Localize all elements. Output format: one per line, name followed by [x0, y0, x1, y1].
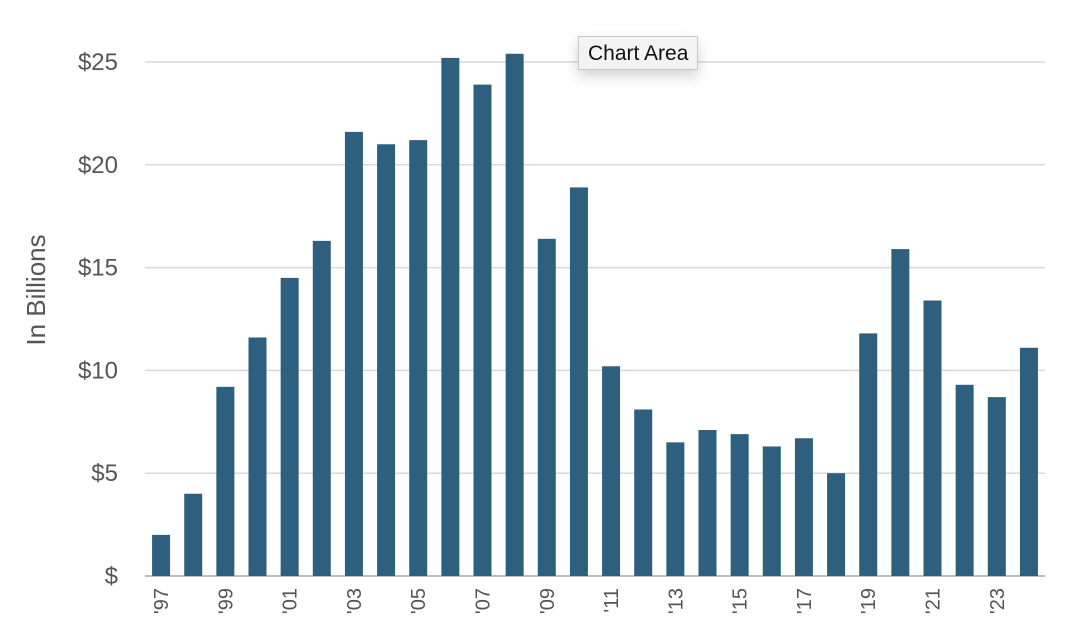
bar[interactable]	[698, 430, 717, 576]
bar[interactable]	[634, 409, 653, 576]
bar[interactable]	[248, 337, 267, 576]
bars	[152, 53, 1038, 577]
bar[interactable]	[859, 333, 878, 576]
bar[interactable]	[987, 397, 1006, 576]
x-tick-label: '99	[215, 588, 237, 614]
x-tick-label: '13	[665, 588, 687, 614]
y-tick-label: $	[105, 563, 118, 590]
y-tick-label: $5	[91, 460, 118, 487]
x-tick-label: '07	[473, 588, 495, 614]
bar[interactable]	[602, 366, 621, 576]
x-tick-label: '19	[858, 588, 880, 614]
bar[interactable]	[441, 57, 460, 576]
y-axis-ticks: $ $5 $10 $15 $20 $25	[78, 49, 118, 590]
x-tick-label: '17	[794, 588, 816, 614]
bar[interactable]	[569, 187, 588, 576]
bar[interactable]	[152, 534, 171, 576]
bar[interactable]	[344, 131, 363, 577]
y-tick-label: $10	[78, 357, 118, 384]
bar[interactable]	[762, 446, 781, 576]
y-tick-label: $20	[78, 152, 118, 179]
x-tick-label: '03	[344, 588, 366, 614]
bar[interactable]	[1019, 347, 1038, 576]
y-tick-label: $15	[78, 255, 118, 282]
bar[interactable]	[827, 473, 846, 576]
bar[interactable]	[505, 53, 524, 576]
bar[interactable]	[891, 249, 910, 576]
bar[interactable]	[280, 277, 299, 576]
bar[interactable]	[409, 140, 428, 577]
x-tick-label: '15	[730, 588, 752, 614]
y-axis-label: In Billions	[21, 234, 51, 345]
gridlines	[145, 61, 1045, 577]
bar[interactable]	[923, 300, 942, 576]
bar[interactable]	[312, 240, 331, 576]
bar[interactable]	[473, 84, 492, 576]
x-tick-label: '97	[151, 588, 173, 614]
bar[interactable]	[794, 438, 813, 576]
x-tick-label: '01	[280, 588, 302, 614]
x-tick-label: '05	[408, 588, 430, 614]
bar[interactable]	[216, 386, 235, 576]
bar[interactable]	[666, 442, 685, 576]
chart-area-tooltip: Chart Area	[578, 36, 699, 70]
x-axis-ticks: '97 '99 '01 '03 '05 '07 '09 '11 '13 '15 '17 '19 '21 '…	[151, 588, 1009, 614]
x-tick-label: '11	[601, 588, 623, 613]
x-tick-label: '23	[987, 588, 1009, 614]
x-tick-label: '21	[923, 588, 945, 614]
bar[interactable]	[377, 144, 396, 577]
bar[interactable]	[537, 238, 556, 577]
y-tick-label: $25	[78, 49, 118, 76]
bar[interactable]	[184, 493, 203, 576]
bar[interactable]	[955, 384, 974, 576]
x-tick-label: '09	[537, 588, 559, 614]
bar[interactable]	[730, 434, 749, 576]
